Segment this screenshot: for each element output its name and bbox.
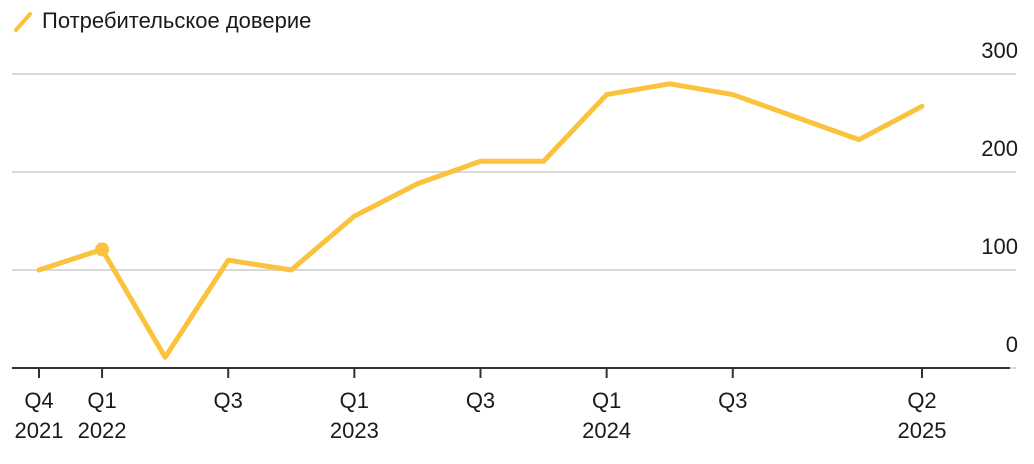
x-tick-label: Q3 — [718, 388, 748, 413]
highlight-point — [95, 242, 110, 257]
x-tick-label: Q2 2025 — [897, 388, 947, 443]
x-tick-label: Q1 2023 — [329, 388, 379, 443]
legend-label: Потребительское доверие — [42, 8, 311, 33]
x-tick-label: Q1 2022 — [77, 388, 127, 443]
y-tick-label: 0 — [1006, 332, 1018, 357]
x-tick-label: Q1 2024 — [582, 388, 632, 443]
x-tick-label: Q3 — [465, 388, 496, 413]
y-tick-label: 300 — [981, 38, 1018, 63]
y-tick-label: 200 — [981, 136, 1018, 161]
legend-icon — [14, 12, 32, 32]
line-series — [36, 81, 925, 360]
x-tick-label: Q4 2021 — [14, 388, 64, 443]
y-tick-label: 100 — [981, 234, 1018, 259]
x-tick-label: Q3 — [213, 388, 243, 413]
